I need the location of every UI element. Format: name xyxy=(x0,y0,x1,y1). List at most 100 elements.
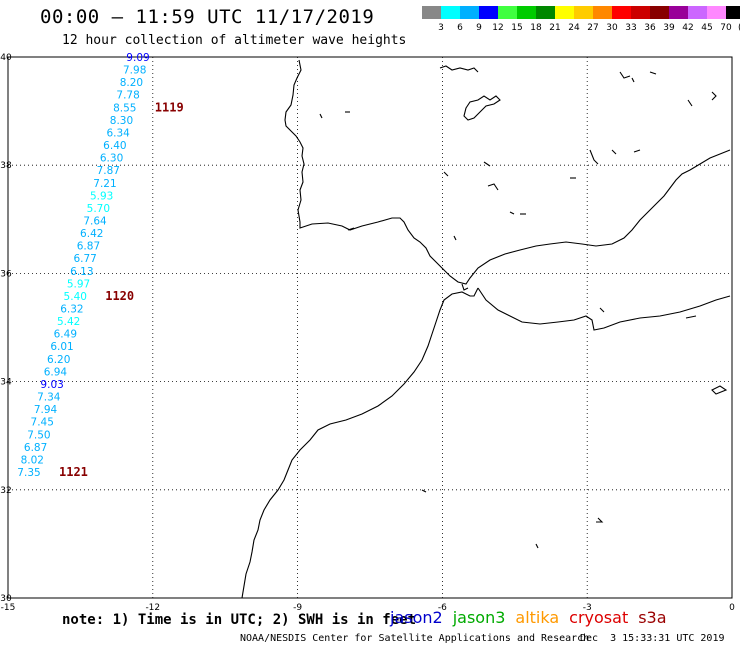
swh-reading: 6.77 xyxy=(73,253,96,265)
swh-reading: 7.50 xyxy=(27,429,50,441)
swh-reading: 7.64 xyxy=(83,215,107,227)
longitude-label: -3 xyxy=(583,603,592,613)
coast-africa xyxy=(241,287,479,599)
coastline xyxy=(241,59,731,599)
legend-tick-label: 24 xyxy=(568,23,580,33)
island-l xyxy=(487,183,499,191)
satellite-s3a: s3a xyxy=(638,608,667,627)
legend-tick-label: 3 xyxy=(438,23,444,33)
legend-swatch xyxy=(612,6,631,19)
swh-reading: 5.93 xyxy=(90,190,113,202)
swh-reading: 6.49 xyxy=(54,329,77,341)
coast-africa-north xyxy=(477,287,731,331)
swh-reading: 6.30 xyxy=(100,153,123,165)
legend-swatch xyxy=(631,6,650,19)
legend-tick-label: 33 xyxy=(625,23,636,33)
swh-reading: 8.30 xyxy=(110,115,133,127)
legend-tick-label: 30 xyxy=(606,23,618,33)
satellite-jason2: jason2 xyxy=(390,608,443,627)
satellite-altika: altika xyxy=(515,608,560,627)
coast-iberia-west xyxy=(284,59,731,285)
legend-tick-label: 39 xyxy=(663,23,675,33)
swh-reading: 9.03 xyxy=(40,379,63,391)
island-h xyxy=(611,149,617,155)
footer-timestamp: Dec 3 15:33:31 UTC 2019 xyxy=(580,633,725,644)
island-t xyxy=(596,517,604,523)
legend-tick-label: 12 xyxy=(492,23,503,33)
island-m xyxy=(509,211,515,215)
island-d xyxy=(649,71,657,75)
footer-note: note: 1) Time is in UTC; 2) SWH is in fe… xyxy=(62,612,417,628)
island-s xyxy=(421,489,427,493)
island-i xyxy=(633,149,641,153)
swh-reading: 7.21 xyxy=(93,178,116,190)
island-q xyxy=(685,315,697,319)
island-z xyxy=(631,77,635,83)
latitude-label: 34 xyxy=(0,378,12,388)
longitude-label: -9 xyxy=(293,603,302,613)
satellite-jason3: jason3 xyxy=(452,608,506,627)
pass-number-label: 1121 xyxy=(59,465,88,479)
page-subtitle: 12 hour collection of altimeter wave hei… xyxy=(62,33,407,48)
legend-unit: (ft) xyxy=(738,23,740,33)
longitude-label: -12 xyxy=(145,603,160,613)
satellite-cryosat: cryosat xyxy=(569,608,629,627)
legend-tick-label: 6 xyxy=(457,23,463,33)
swh-reading: 5.40 xyxy=(64,291,87,303)
island-f xyxy=(687,99,693,107)
island-g xyxy=(589,149,599,165)
swh-reading: 6.01 xyxy=(50,341,73,353)
legend-swatch xyxy=(593,6,612,19)
longitude-label: -15 xyxy=(1,603,16,613)
swh-reading: 7.34 xyxy=(37,392,61,404)
swh-reading: 5.97 xyxy=(67,278,90,290)
longitude-label: -6 xyxy=(438,603,447,613)
legend-tick-label: 27 xyxy=(587,23,598,33)
pass-number-label: 1119 xyxy=(155,100,184,114)
axis-labels: -15 -12 -9 -6 -3 0 40 38 36 34 32 30 xyxy=(0,53,735,613)
legend-tick-label: 70 xyxy=(720,23,732,33)
latitude-label: 30 xyxy=(0,594,12,604)
island-x xyxy=(347,227,355,231)
satellite-list: jason2 jason3 altika cryosat s3a xyxy=(390,608,677,627)
legend-swatch xyxy=(726,6,740,19)
swh-reading: 8.02 xyxy=(21,454,44,466)
legend-swatch xyxy=(536,6,555,19)
latitude-label: 36 xyxy=(0,269,12,279)
swh-reading: 7.45 xyxy=(31,417,54,429)
island-b xyxy=(463,95,501,121)
legend-swatch xyxy=(650,6,669,19)
swh-reading: 8.55 xyxy=(113,102,136,114)
swh-reading: 6.87 xyxy=(24,442,47,454)
latitude-label: 38 xyxy=(0,161,12,171)
swh-reading: 6.34 xyxy=(106,127,130,139)
island-w xyxy=(319,113,323,119)
swh-reading: 6.42 xyxy=(80,228,103,240)
altimeter-tracks: 9.097.988.207.788.558.306.346.406.307.87… xyxy=(17,52,183,479)
swh-reading: 6.32 xyxy=(60,304,83,316)
legend-tick-label: 42 xyxy=(682,23,693,33)
legend-swatch xyxy=(460,6,479,19)
swh-reading: 6.13 xyxy=(70,266,93,278)
legend-swatch xyxy=(517,6,536,19)
swh-reading: 8.20 xyxy=(120,77,143,89)
footer-credit: NOAA/NESDIS Center for Satellite Applica… xyxy=(240,633,590,644)
island-r xyxy=(711,385,728,395)
pass-number-label: 1120 xyxy=(105,289,134,303)
page-title: 00:00 – 11:59 UTC 11/17/2019 xyxy=(40,6,375,28)
longitude-label: 0 xyxy=(729,603,735,613)
legend-tick-label: 45 xyxy=(701,23,712,33)
legend-swatch xyxy=(707,6,726,19)
swh-reading: 6.87 xyxy=(77,241,100,253)
island-a xyxy=(439,65,479,73)
legend-tick-label: 9 xyxy=(476,23,482,33)
swh-reading: 7.94 xyxy=(34,404,58,416)
coast-gibraltar xyxy=(461,283,469,291)
legend-tick-label: 36 xyxy=(644,23,656,33)
legend-swatch xyxy=(441,6,460,19)
island-e xyxy=(711,91,717,101)
legend-tick-label: 18 xyxy=(530,23,542,33)
island-c xyxy=(619,71,631,79)
